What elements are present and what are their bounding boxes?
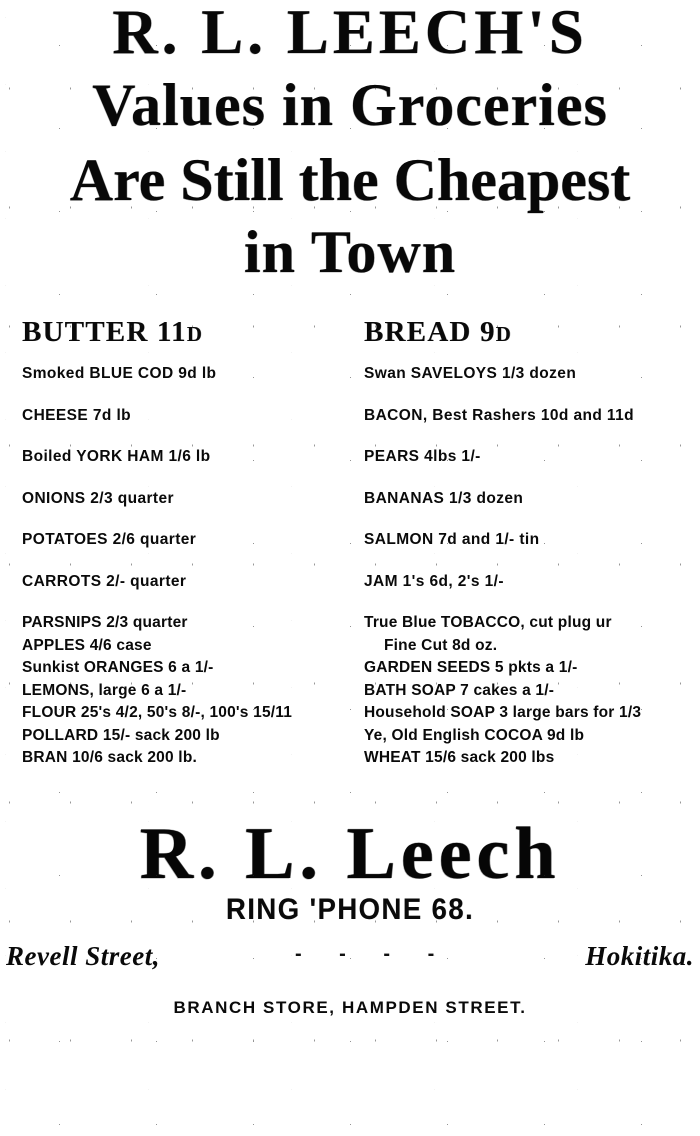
price-item: GARDEN SEEDS 5 pkts a 1/- [364,659,578,677]
branch-store-line: BRANCH STORE, HAMPDEN STREET. [173,997,527,1017]
price-item: BACON, Best Rashers 10d and 11d [364,406,634,424]
price-item: Sunkist ORANGES 6 a 1/- [22,659,214,677]
price-item: LEMONS, large 6 a 1/- [22,681,187,699]
headline-line-2: Values in Groceries [92,71,608,138]
price-columns: BUTTER 11D Smoked BLUE COD 9d lb CHEESE … [0,316,700,773]
price-item: Household SOAP 3 large bars for 1/3 [364,704,642,722]
price-item: BATH SOAP 7 cakes a 1/- [364,681,555,699]
price-item: PEARS 4lbs 1/- [364,448,481,466]
price-item: SALMON 7d and 1/- tin [364,531,540,549]
price-item: Boiled YORK HAM 1/6 lb [22,448,211,466]
price-item: Swan SAVELOYS 1/3 dozen [364,365,577,383]
address-street: Revell Street, [6,940,160,971]
price-item: ONIONS 2/3 quarter [22,489,174,507]
price-column-right: BREAD 9D Swan SAVELOYS 1/3 dozen BACON, … [350,316,700,773]
address-separator-dashes: - - - - [294,942,451,965]
price-column-left: BUTTER 11D Smoked BLUE COD 9d lb CHEESE … [0,316,350,773]
price-item: BANANAS 1/3 dozen [364,489,524,507]
headline-line-3: Are Still the Cheapest [69,146,631,213]
price-item: Fine Cut 8d oz. [384,636,498,654]
headline-line-4: in Town [243,219,457,286]
column-heading-bread: BREAD 9D [364,316,700,349]
price-item: APPLES 4/6 case [22,636,152,654]
price-item: CHEESE 7d lb [22,406,132,424]
price-item: BRAN 10/6 sack 200 lb. [22,749,197,767]
price-item: Ye, Old English COCOA 9d lb [364,726,585,744]
column-heading-unit: D [186,322,202,347]
price-item: POTATOES 2/6 quarter [22,531,197,549]
column-heading-butter: BUTTER 11D [22,316,350,349]
column-heading-unit: D [495,322,511,347]
price-item: PARSNIPS 2/3 quarter [22,614,188,632]
price-item: FLOUR 25's 4/2, 50's 8/-, 100's 15/11 [22,704,293,722]
headline-line-1: R. L. LEECH'S [112,0,588,67]
price-item: WHEAT 15/6 sack 200 lbs [364,749,555,767]
column-heading-text: BUTTER 11 [22,316,187,349]
column-heading-text: BREAD 9 [364,316,496,349]
address-row: Revell Street, - - - - Hokitika. [0,941,700,972]
spaced-item-list-left: Smoked BLUE COD 9d lb CHEESE 7d lb Boile… [22,366,350,589]
phone-line: RING 'PHONE 68. [225,892,475,926]
dense-item-list-left: PARSNIPS 2/3 quarter APPLES 4/6 case Sun… [22,615,350,766]
spaced-item-list-right: Swan SAVELOYS 1/3 dozen BACON, Best Rash… [364,366,700,589]
price-item: CARROTS 2/- quarter [22,572,187,590]
headline-block: R. L. LEECH'S Values in Groceries Are St… [0,0,700,286]
price-item: Smoked BLUE COD 9d lb [22,365,217,383]
dense-item-list-right: True Blue TOBACCO, cut plug ur Fine Cut … [364,615,700,766]
store-signature: R. L. Leech [139,812,561,895]
address-town: Hokitika. [585,940,694,971]
price-item: JAM 1's 6d, 2's 1/- [364,572,504,590]
price-item: POLLARD 15/- sack 200 lb [22,726,220,744]
price-item: True Blue TOBACCO, cut plug ur [364,614,612,632]
